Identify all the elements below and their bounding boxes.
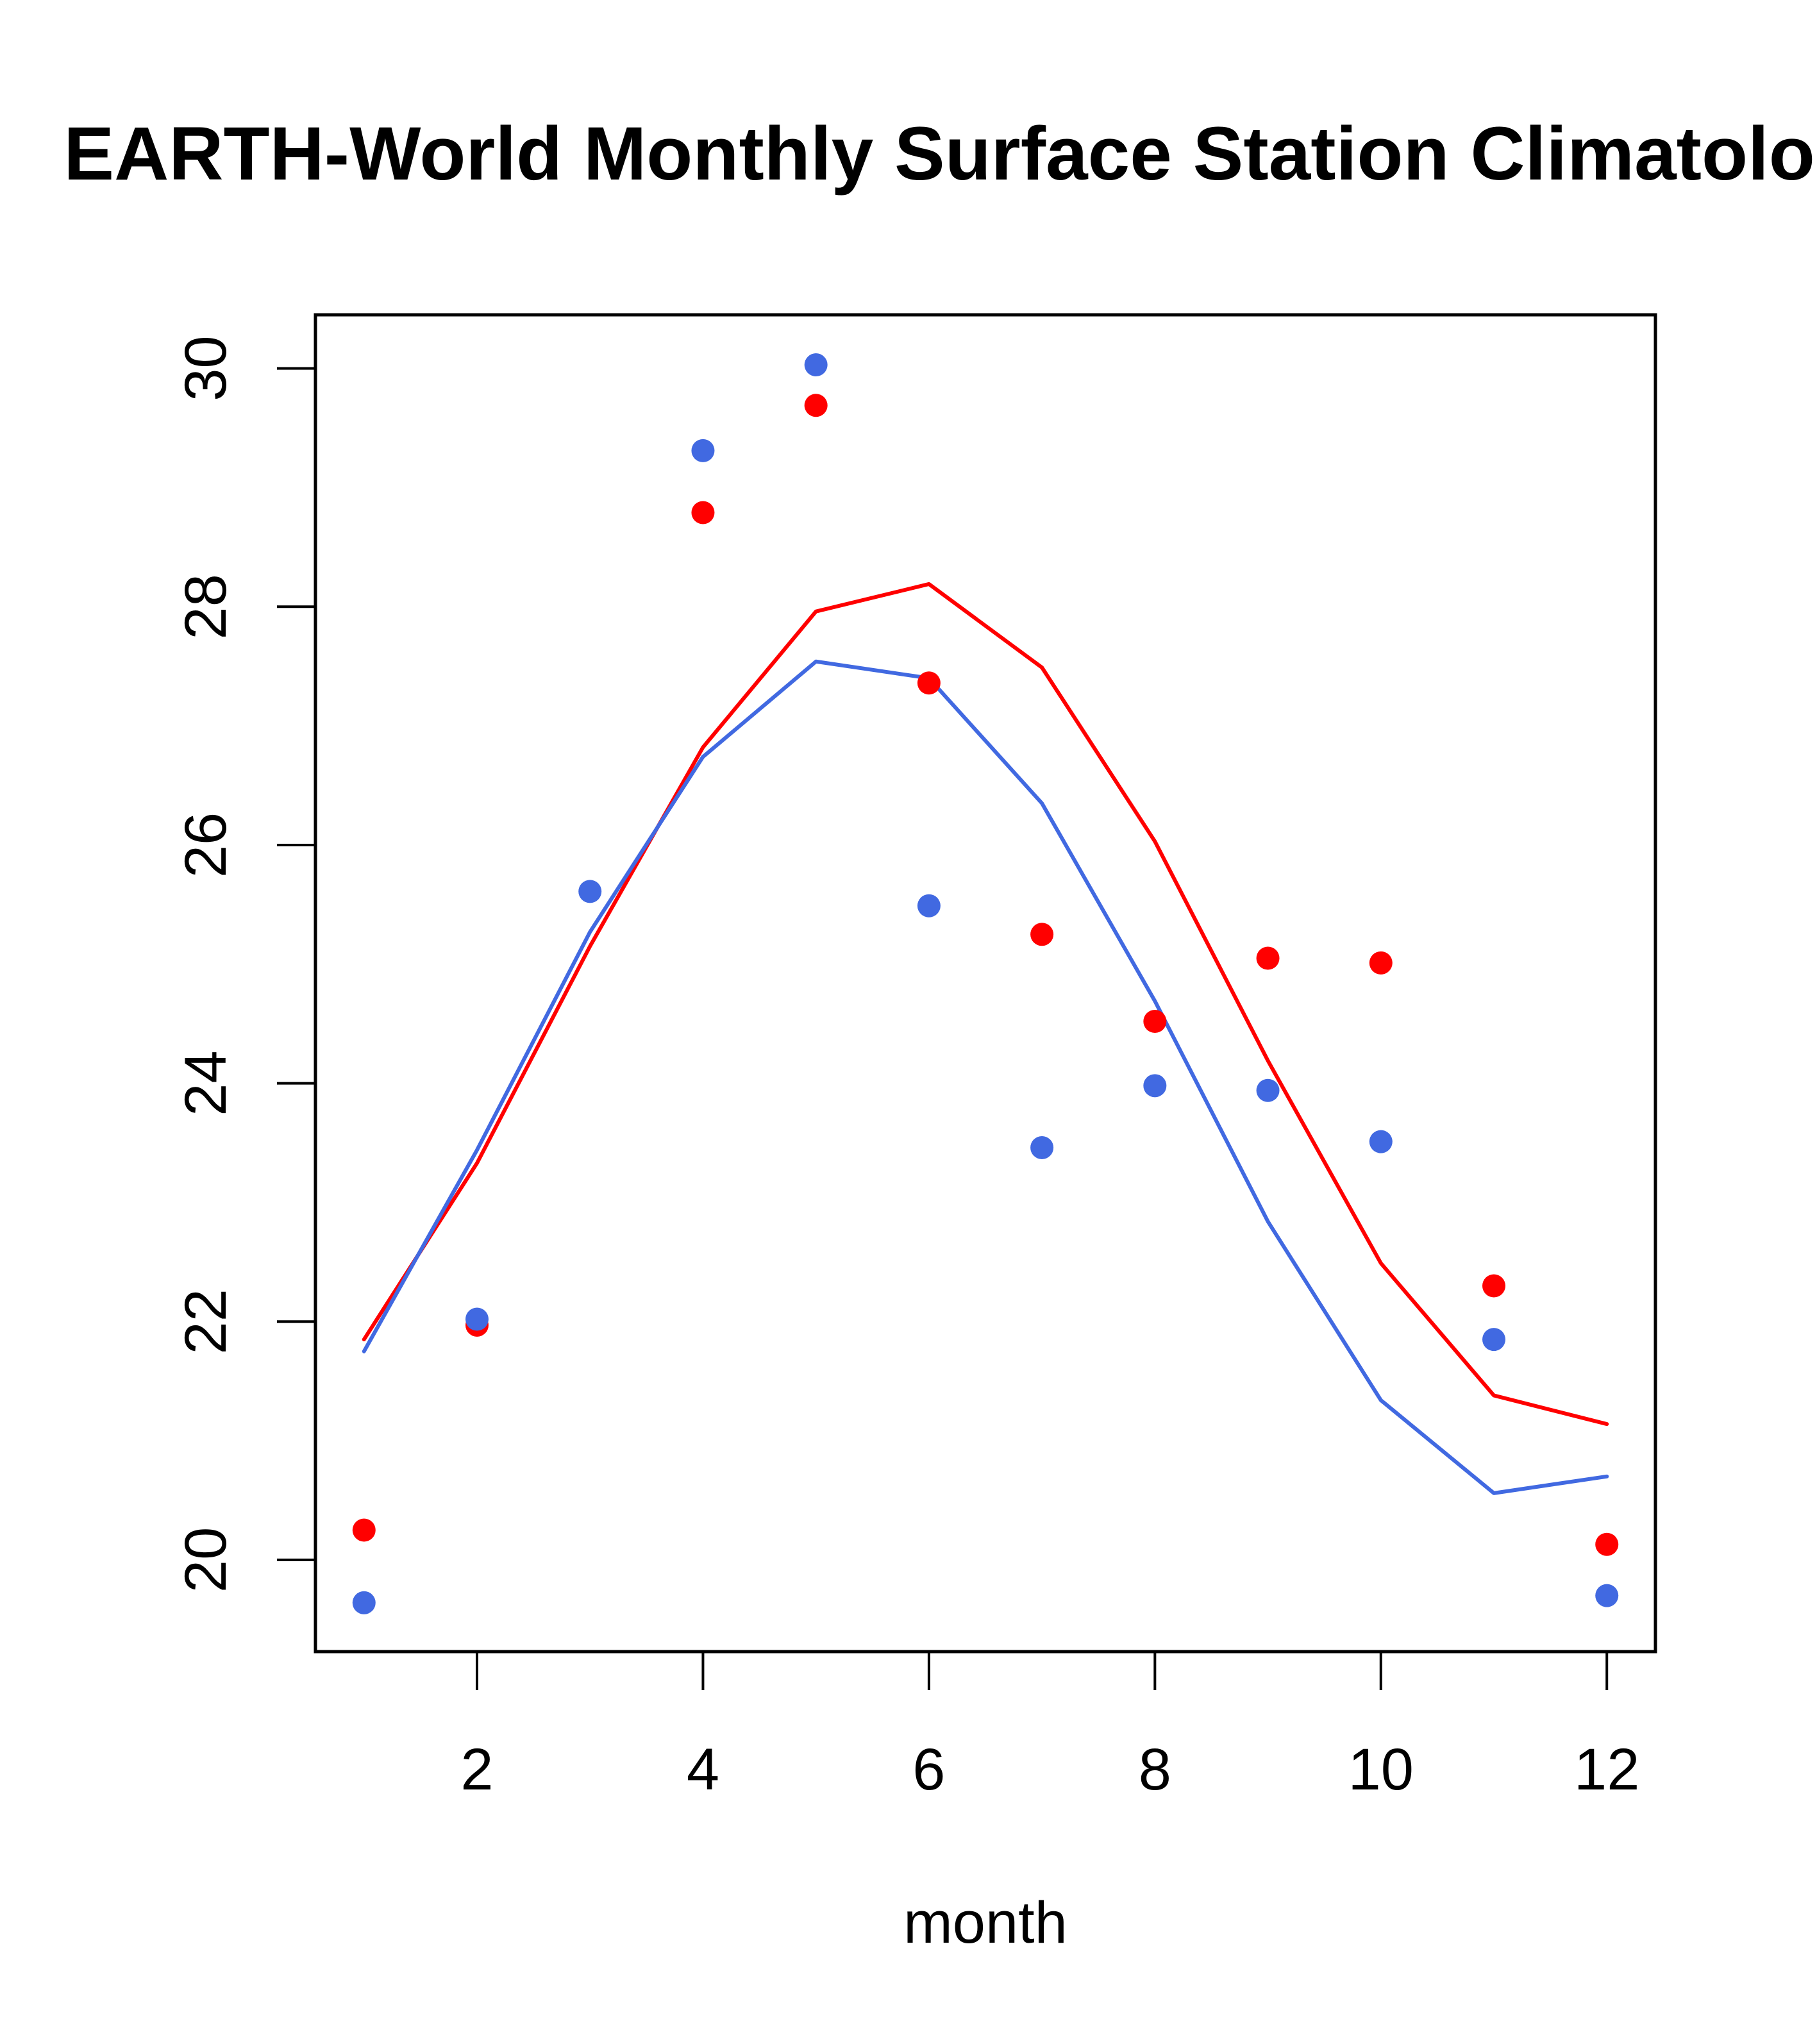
x-tick-label: 6 [912,1737,945,1802]
blue-point [691,439,715,462]
x-tick-label: 10 [1348,1737,1414,1802]
plot-frame [314,313,1657,1654]
red-point [1482,1274,1506,1298]
y-axis: 20 22 24 26 28 30 [173,335,315,1593]
red-point [691,501,715,524]
y-tick-label: 26 [173,812,239,878]
blue-point [917,894,941,917]
red-point [352,1518,376,1542]
blue-point [1482,1328,1506,1352]
blue-point [1030,1135,1054,1159]
y-tick-label: 28 [173,574,239,639]
y-tick-label: 30 [173,335,239,401]
blue-point [1595,1584,1619,1607]
red-point [1030,923,1054,946]
blue-line [362,659,1609,1495]
x-tick-label: 2 [460,1737,493,1802]
red-point [1595,1532,1619,1556]
blue-point [1369,1130,1393,1153]
x-tick-label: 8 [1139,1737,1171,1802]
y-tick-label: 22 [173,1289,239,1354]
y-tick-label: 24 [173,1050,239,1116]
blue-point [465,1307,489,1331]
chart-title: EARTH-World Monthly Surface Station Clim… [63,112,1817,196]
y-tick-label: 20 [173,1527,239,1593]
red-point [804,394,828,417]
x-tick-label: 12 [1574,1737,1639,1802]
red-line [362,582,1609,1427]
red-point [917,671,941,695]
blue-point [352,1591,376,1614]
red-point [1256,946,1280,970]
red-point [1369,951,1393,975]
blue-point [1256,1078,1280,1102]
x-axis: 2 4 6 8 10 12 [460,1652,1639,1802]
red-point [1143,1009,1167,1033]
blue-point [804,353,828,377]
blue-point [578,880,602,903]
x-axis-label: month [903,1890,1068,1956]
x-tick-label: 4 [687,1737,719,1802]
series-layer [352,353,1619,1614]
blue-point [1143,1074,1167,1098]
